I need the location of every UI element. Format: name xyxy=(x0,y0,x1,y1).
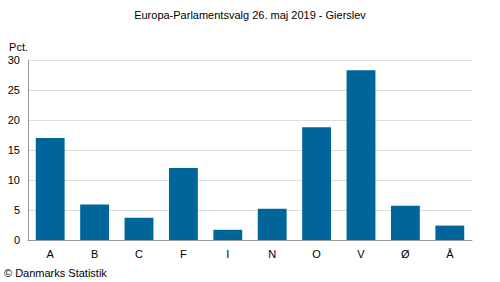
svg-text:Ø: Ø xyxy=(401,248,410,260)
svg-text:C: C xyxy=(135,248,143,260)
svg-text:0: 0 xyxy=(14,234,20,246)
svg-text:25: 25 xyxy=(8,84,20,96)
svg-text:Europa-Parlamentsvalg 26. maj: Europa-Parlamentsvalg 26. maj 2019 - Gie… xyxy=(134,9,366,21)
svg-text:A: A xyxy=(47,248,55,260)
svg-text:20: 20 xyxy=(8,114,20,126)
svg-text:Pct.: Pct. xyxy=(9,41,28,53)
svg-text:15: 15 xyxy=(8,144,20,156)
svg-text:N: N xyxy=(268,248,276,260)
svg-text:30: 30 xyxy=(8,54,20,66)
svg-text:5: 5 xyxy=(14,204,20,216)
svg-text:© Danmarks Statistik: © Danmarks Statistik xyxy=(4,267,107,279)
svg-text:V: V xyxy=(357,248,365,260)
svg-text:Å: Å xyxy=(446,248,454,260)
svg-text:F: F xyxy=(180,248,187,260)
svg-text:O: O xyxy=(312,248,321,260)
svg-text:I: I xyxy=(226,248,229,260)
svg-text:10: 10 xyxy=(8,174,20,186)
svg-text:B: B xyxy=(91,248,98,260)
